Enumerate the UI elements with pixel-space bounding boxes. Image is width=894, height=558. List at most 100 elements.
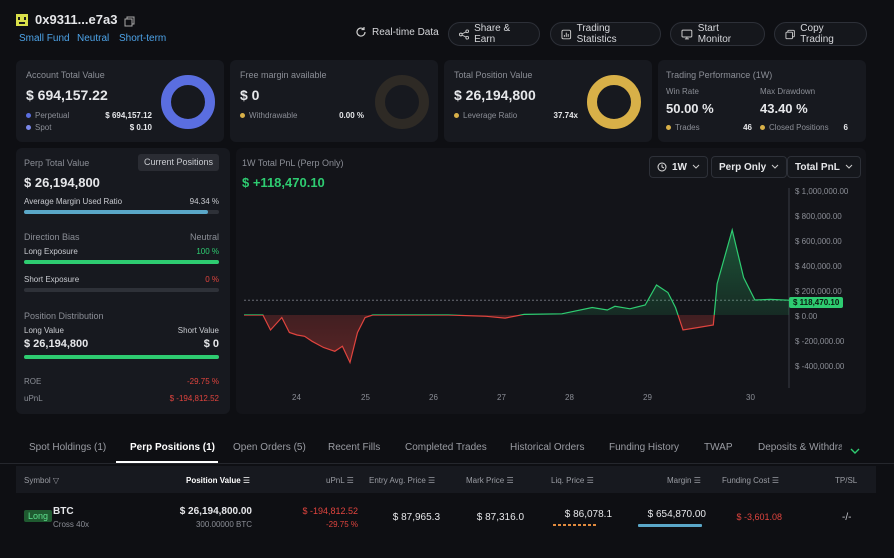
- long-exposure-bar: [24, 260, 219, 264]
- win-rate-value: 50.00 %: [666, 101, 714, 116]
- closed-positions-value: 6: [843, 123, 848, 132]
- tab-deposits-withdraw[interactable]: Deposits & Withdraw: [758, 442, 842, 453]
- upnl-pct-cell: -29.75 %: [325, 520, 358, 529]
- wallet-address: 0x9311...e7a3: [35, 12, 118, 27]
- sort-icon: ☰: [586, 476, 594, 485]
- th-funding-cost-label: Funding Cost: [722, 476, 770, 485]
- chevron-down-icon: [771, 164, 779, 169]
- tab-open-orders[interactable]: Open Orders (5): [233, 442, 306, 453]
- tab-historical-orders[interactable]: Historical Orders: [510, 442, 585, 453]
- mark-price-cell: $ 87,316.0: [476, 512, 524, 523]
- upnl-cell: $ -194,812.52: [302, 506, 358, 516]
- monitor-icon: [681, 29, 693, 39]
- y-tick-label: $ -200,000.00: [795, 337, 845, 346]
- copy-address-icon[interactable]: [124, 14, 135, 27]
- x-tick-label: 30: [746, 393, 755, 402]
- th-liq-price-label: Liq. Price: [551, 476, 585, 485]
- sort-icon: ☰: [346, 476, 354, 485]
- perp-total-label: Perp Total Value: [24, 158, 90, 168]
- tab-perp-positions[interactable]: Perp Positions (1): [130, 442, 216, 453]
- pixel-avatar-icon: [16, 14, 28, 26]
- tabs-expand-chevron-icon[interactable]: [850, 442, 860, 460]
- th-upnl[interactable]: uPnL ☰: [326, 476, 354, 485]
- short-value-label: Short Value: [177, 326, 219, 335]
- period-dropdown[interactable]: 1W: [649, 156, 708, 178]
- tab-funding-history[interactable]: Funding History: [609, 442, 680, 453]
- th-margin-label: Margin: [667, 476, 692, 485]
- account-total-value: $ 694,157.22: [26, 87, 108, 103]
- side-badge: Long: [24, 510, 53, 522]
- position-donut-arc: [587, 75, 641, 129]
- tab-recent-fills[interactable]: Recent Fills: [328, 442, 381, 453]
- total-position-label: Total Position Value: [454, 70, 533, 80]
- trading-statistics-label: Trading Statistics: [576, 23, 617, 45]
- symbol-name[interactable]: BTC: [53, 506, 74, 517]
- metric-dropdown[interactable]: Total PnL: [787, 156, 861, 178]
- spot-legend: Spot: [26, 123, 51, 132]
- position-distribution-bar-fill: [24, 355, 219, 359]
- position-distribution-bar: [24, 355, 219, 359]
- share-earn-label: Share & Earn: [474, 23, 511, 45]
- th-entry-price-label: Entry Avg. Price: [369, 476, 426, 485]
- th-position-value[interactable]: Position Value ☰: [186, 476, 250, 485]
- trades-label: Trades: [675, 123, 700, 132]
- long-exposure-value: 100 %: [196, 247, 219, 256]
- y-tick-label: $ 400,000.00: [795, 262, 842, 271]
- th-mark-price[interactable]: Mark Price ☰: [466, 476, 514, 485]
- total-position-card: Total Position Value $ 26,194,800 Levera…: [444, 60, 652, 142]
- tab-bar: [0, 430, 894, 464]
- position-distribution-label: Position Distribution: [24, 311, 104, 321]
- direction-bias-label: Direction Bias: [24, 232, 80, 242]
- account-total-value-card: Account Total Value $ 694,157.22 Perpetu…: [16, 60, 224, 142]
- tab-completed-trades[interactable]: Completed Trades: [405, 442, 487, 453]
- realtime-data-label: Real-time Data: [372, 26, 439, 38]
- perp-total-value: $ 26,194,800: [24, 175, 100, 190]
- long-exposure-label: Long Exposure: [24, 247, 78, 256]
- tab-spot-holdings[interactable]: Spot Holdings (1): [29, 442, 107, 453]
- sort-icon: ☰: [693, 476, 701, 485]
- avg-margin-label: Average Margin Used Ratio: [24, 197, 123, 206]
- th-margin[interactable]: Margin ☰: [667, 476, 701, 485]
- tab-twap[interactable]: TWAP: [704, 442, 733, 453]
- roe-label: ROE: [24, 377, 42, 386]
- entry-price-cell: $ 87,965.3: [392, 512, 440, 523]
- current-positions-button[interactable]: Current Positions: [138, 154, 220, 171]
- y-tick-label: $ 600,000.00: [795, 237, 842, 246]
- pnl-chart-panel: 1W Total PnL (Perp Only) $ +118,470.10: [236, 148, 866, 414]
- y-tick-label: $ 1,000,000.00: [795, 187, 849, 196]
- th-entry-price[interactable]: Entry Avg. Price ☰: [369, 476, 435, 485]
- start-monitor-button[interactable]: Start Monitor: [670, 22, 765, 46]
- symbol-sub: Cross 40x: [53, 520, 90, 529]
- statistics-icon: [561, 29, 572, 39]
- trading-statistics-button[interactable]: Trading Statistics: [550, 22, 661, 46]
- leverage-legend: Leverage Ratio: [454, 111, 517, 120]
- perpetual-legend: Perpetual: [26, 111, 69, 120]
- margin-donut-chart: [375, 75, 429, 129]
- tpsl-cell[interactable]: -/-: [842, 512, 852, 523]
- x-tick-label: 28: [565, 393, 574, 402]
- withdrawable-legend: Withdrawable: [240, 111, 297, 120]
- free-margin-label: Free margin available: [240, 70, 327, 80]
- th-tpsl: TP/SL: [835, 476, 858, 485]
- chevron-down-icon: [692, 164, 700, 169]
- account-donut-arc: [161, 75, 215, 129]
- metric-dropdown-label: Total PnL: [795, 161, 840, 173]
- start-monitor-label: Start Monitor: [697, 23, 732, 45]
- spot-value: $ 0.10: [129, 123, 152, 132]
- share-earn-button[interactable]: Share & Earn: [448, 22, 540, 46]
- realtime-data-button[interactable]: Real-time Data: [355, 26, 439, 38]
- copy-trading-button[interactable]: Copy Trading: [774, 22, 867, 46]
- refresh-icon: [356, 27, 366, 37]
- leverage-label: Leverage Ratio: [463, 111, 518, 120]
- long-exposure-bar-fill: [24, 260, 219, 264]
- spot-label: Spot: [35, 123, 52, 132]
- short-exposure-bar: [24, 288, 219, 292]
- th-liq-price[interactable]: Liq. Price ☰: [551, 476, 594, 485]
- position-donut-chart: [587, 75, 641, 129]
- scope-dropdown[interactable]: Perp Only: [711, 156, 788, 178]
- current-pnl-marker: $ 118,470.10: [789, 297, 844, 308]
- th-funding-cost[interactable]: Funding Cost ☰: [722, 476, 779, 485]
- tag-short-term: Short-term: [119, 33, 167, 44]
- th-symbol[interactable]: Symbol ▽: [24, 476, 59, 485]
- pnl-chart-title: 1W Total PnL (Perp Only): [242, 158, 344, 168]
